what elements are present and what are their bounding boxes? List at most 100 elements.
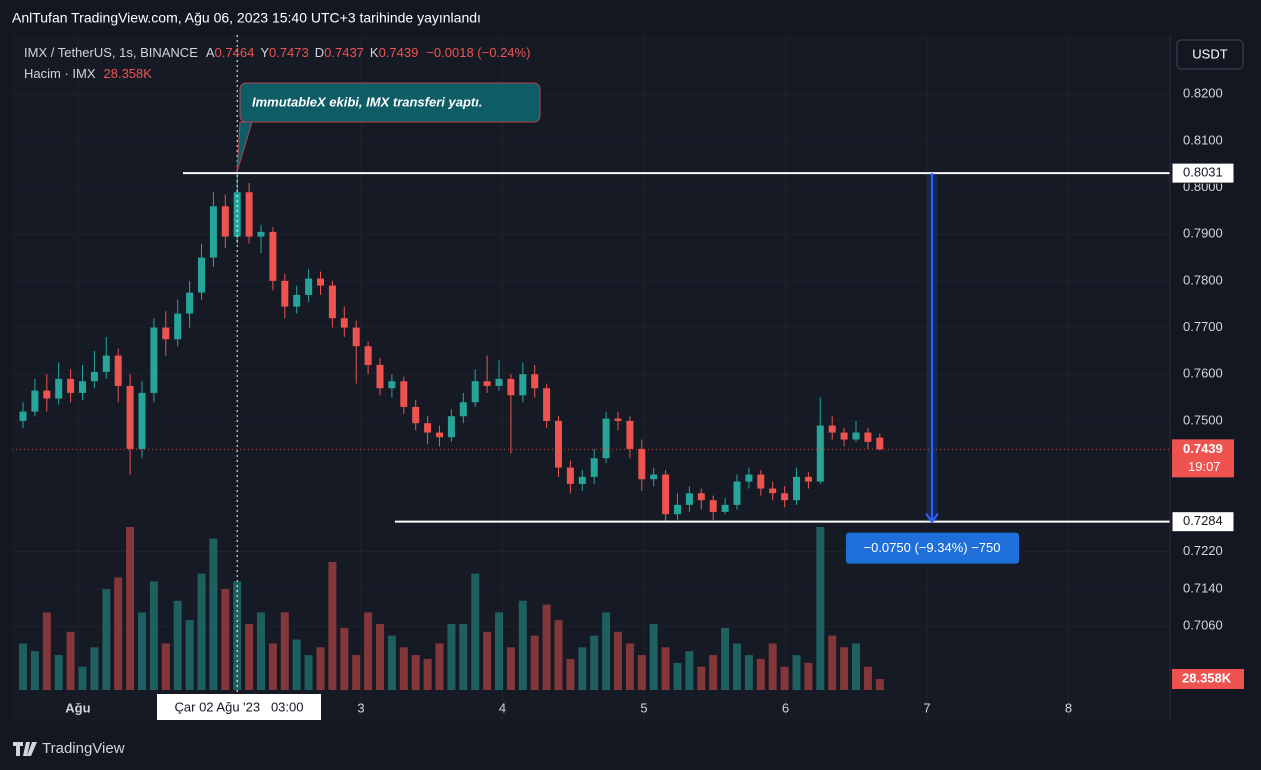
candle-body xyxy=(626,420,634,449)
currency[interactable]: USDT xyxy=(1192,46,1227,61)
volume-bar xyxy=(709,655,718,690)
candle-body xyxy=(150,327,158,393)
x-tick-label: 4 xyxy=(499,700,506,715)
candle-body xyxy=(162,327,170,340)
candle-body xyxy=(638,448,646,480)
candle-body xyxy=(447,416,455,438)
candle-body xyxy=(340,318,348,328)
candle-body xyxy=(662,474,670,515)
y-tick-label: 0.8200 xyxy=(1183,86,1223,101)
volume-bar xyxy=(506,647,515,690)
volume-bar xyxy=(792,655,801,690)
candle-body xyxy=(114,355,122,386)
candle-body xyxy=(90,371,98,382)
volume-bar xyxy=(376,624,384,690)
measure-label-box xyxy=(846,532,1019,564)
price-axis xyxy=(1170,35,1250,720)
candle-body xyxy=(328,285,336,319)
candle-body xyxy=(793,476,800,501)
currency-button[interactable] xyxy=(1176,39,1244,70)
candle-body xyxy=(186,292,194,314)
volume-bar xyxy=(863,666,872,690)
candle-layer xyxy=(19,173,884,522)
ohlc-label: Y xyxy=(260,45,269,60)
volume-bar xyxy=(42,612,51,690)
volume-bar xyxy=(280,612,289,690)
volume-bar xyxy=(447,624,456,690)
volume-bar xyxy=(340,627,349,690)
x-tick-label: Ağu xyxy=(65,700,90,715)
candle-body xyxy=(650,474,658,480)
ohlc-value: 0.7464 xyxy=(215,45,255,60)
volume-bar xyxy=(518,600,527,690)
ohlc-value: 0.7439 xyxy=(379,45,419,60)
y-tick-label: 0.7500 xyxy=(1183,412,1223,427)
volume-bar xyxy=(387,635,396,690)
volume-bar xyxy=(185,620,194,690)
x-tick-label: 5 xyxy=(640,700,647,715)
candle-body xyxy=(507,378,515,396)
volume-value: 28.358K xyxy=(104,66,153,81)
ohlc-label: K xyxy=(370,45,379,60)
candle-body xyxy=(697,493,705,501)
candle-body xyxy=(721,504,729,512)
volume-bar xyxy=(780,666,789,690)
volume-bar xyxy=(590,635,599,690)
volume-bar xyxy=(209,538,218,690)
candle-body xyxy=(138,392,146,449)
candle-body xyxy=(67,378,75,393)
candle-body xyxy=(864,432,872,442)
crosshair-label-box xyxy=(157,694,321,720)
brand-name: TradingView xyxy=(42,740,125,757)
hline-label-box xyxy=(1171,162,1235,184)
volume-bar xyxy=(756,658,765,690)
volume-legend: Hacim · IMX 28.358K xyxy=(24,66,152,81)
volume-bar xyxy=(673,662,682,690)
candle-body xyxy=(317,278,324,286)
volume-bar xyxy=(316,647,325,690)
candle-body xyxy=(364,346,372,365)
candle-body xyxy=(745,474,753,482)
volume-bar xyxy=(471,573,480,690)
brand-logo xyxy=(13,742,37,756)
candle-body xyxy=(55,378,63,399)
y-tick-label: 0.7800 xyxy=(1183,272,1223,287)
candle-body xyxy=(257,231,265,237)
y-tick-label: 0.7700 xyxy=(1183,319,1223,334)
candle-body xyxy=(816,425,824,482)
volume-bar xyxy=(875,678,884,690)
y-tick-label: 0.7140 xyxy=(1183,580,1223,595)
volume-label-box xyxy=(1172,668,1244,689)
candle-body xyxy=(578,476,586,484)
candle-body xyxy=(412,406,420,424)
candle-body xyxy=(555,420,562,468)
volume-bar xyxy=(614,631,622,690)
volume-bar xyxy=(197,573,206,690)
candle-body xyxy=(733,481,741,505)
volume-bar xyxy=(304,655,313,690)
x-tick-label: 3 xyxy=(357,700,364,715)
volume-bar xyxy=(114,577,123,690)
publisher: AnlTufan TradingView.com, Ağu 06, 2023 1… xyxy=(12,10,481,26)
candle-body xyxy=(424,423,432,433)
volume-bar xyxy=(161,643,170,690)
brand: TradingView xyxy=(13,740,125,757)
volume-bar xyxy=(268,643,277,690)
volume-bar xyxy=(661,647,670,690)
volume-bar xyxy=(102,589,111,690)
volume-bar xyxy=(625,643,634,690)
candle-body xyxy=(79,381,86,393)
hline-label: 0.8031 xyxy=(1183,165,1223,180)
volume-bar xyxy=(423,658,432,690)
volume-bar xyxy=(399,647,408,690)
volume-bar xyxy=(602,612,611,690)
axis-layer: 0.7060 0.7140 0.7220 0.7500 0.7600 0.7700 0.78… xyxy=(65,86,1244,715)
volume-title: Hacim · IMX xyxy=(24,66,96,81)
candle-body xyxy=(602,418,610,459)
hline-label-box xyxy=(1171,511,1235,533)
volume-bar xyxy=(768,643,777,690)
candle-body xyxy=(471,381,479,403)
volume-bar xyxy=(54,655,63,690)
ohlc-label: A xyxy=(206,45,215,60)
